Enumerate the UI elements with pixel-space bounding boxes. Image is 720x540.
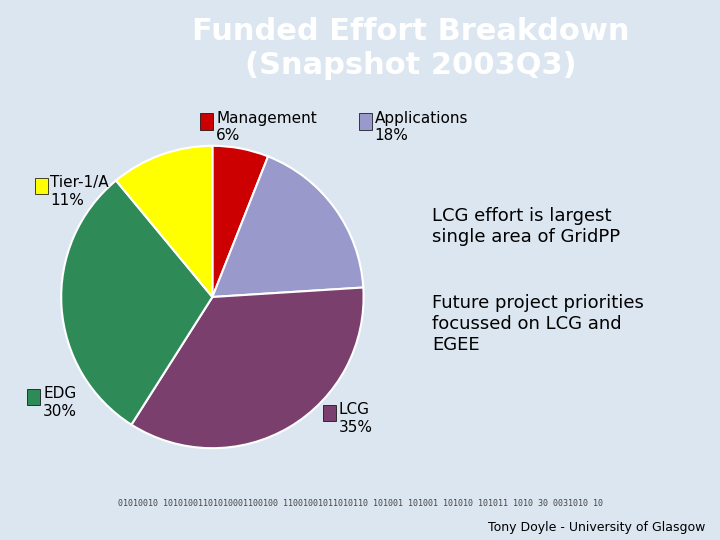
Text: Future project priorities
focussed on LCG and
EGEE: Future project priorities focussed on LC… bbox=[432, 294, 644, 354]
Wedge shape bbox=[116, 146, 212, 297]
Wedge shape bbox=[212, 146, 268, 297]
Text: LCG
35%: LCG 35% bbox=[338, 402, 372, 435]
Text: Applications
18%: Applications 18% bbox=[374, 111, 468, 143]
Text: Tony Doyle - University of Glasgow: Tony Doyle - University of Glasgow bbox=[488, 521, 706, 535]
Text: Tier-1/A
11%: Tier-1/A 11% bbox=[50, 176, 109, 208]
Wedge shape bbox=[61, 180, 212, 424]
Text: LCG effort is largest
single area of GridPP: LCG effort is largest single area of Gri… bbox=[432, 207, 620, 246]
Wedge shape bbox=[131, 287, 364, 448]
Text: Funded Effort Breakdown
(Snapshot 2003Q3): Funded Effort Breakdown (Snapshot 2003Q3… bbox=[192, 17, 629, 80]
Wedge shape bbox=[212, 157, 364, 297]
Text: Management
6%: Management 6% bbox=[216, 111, 317, 143]
Text: 01010010 10101001101010001100100 11001001011010110 101001 101001 101010 101011 1: 01010010 10101001101010001100100 1100100… bbox=[117, 499, 603, 508]
Text: EDG
30%: EDG 30% bbox=[43, 386, 77, 418]
